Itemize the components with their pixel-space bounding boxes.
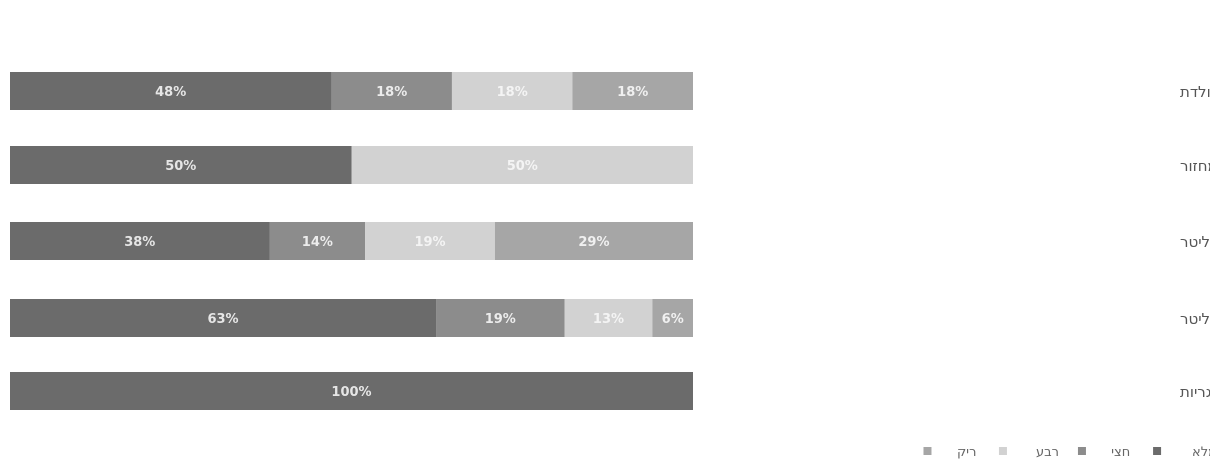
legend-label-1: מלא — [1192, 445, 1210, 460]
bar-segment-2-1 — [10, 146, 352, 184]
bar-segment-4-4 — [652, 299, 693, 337]
category-label-2: פינת מחזור — [1180, 157, 1210, 175]
data-label-4-2: 19% — [485, 312, 516, 327]
legend-swatch-2 — [1077, 447, 1086, 455]
bar-segment-2-3 — [351, 146, 693, 184]
legend-label-4: ריק — [957, 445, 976, 460]
legend-label-2: חצי — [1111, 445, 1130, 460]
bar-segment-1-3 — [451, 72, 573, 110]
bar-segment-1-4 — [572, 72, 693, 110]
data-label-4-4: 6% — [662, 312, 684, 327]
data-label-3-1: 38% — [124, 235, 155, 250]
bar-segment-5-1 — [10, 372, 693, 410]
legend-swatch-1 — [1153, 447, 1162, 455]
bar-segment-3-2 — [269, 222, 366, 260]
category-label-5: אשפתון הבוב עם פתרון לסיגריות — [1180, 383, 1210, 401]
bar-segment-4-1 — [10, 299, 437, 337]
data-label-1-3: 18% — [497, 85, 528, 100]
category-label-4: עגלת אשפה 240 ליטר — [1180, 310, 1210, 328]
data-label-3-2: 14% — [302, 235, 333, 250]
category-label-1: רשת בילוי הולדת — [1180, 83, 1210, 101]
bar-segment-1-2 — [331, 72, 452, 110]
bar-segment-3-1 — [10, 222, 270, 260]
data-label-5-1: 100% — [331, 385, 371, 400]
bar-segment-3-4 — [494, 222, 693, 260]
bar-segment-4-3 — [564, 299, 653, 337]
category-label-3: עגלת אשפה 360 ליטר — [1180, 233, 1210, 251]
data-label-3-4: 29% — [578, 235, 609, 250]
legend-swatch-4 — [923, 447, 932, 455]
data-label-1-2: 18% — [376, 85, 407, 100]
legend-swatch-3 — [998, 447, 1007, 455]
legend-label-3: רבע — [1036, 445, 1059, 460]
bar-segment-3-3 — [365, 222, 495, 260]
data-label-4-3: 13% — [593, 312, 624, 327]
data-label-1-4: 18% — [617, 85, 648, 100]
data-label-3-3: 19% — [414, 235, 445, 250]
data-label-2-3: 50% — [507, 159, 538, 174]
data-label-4-1: 63% — [207, 312, 238, 327]
bar-segment-1-1 — [10, 72, 332, 110]
bar-segment-4-2 — [436, 299, 565, 337]
data-label-1-1: 48% — [155, 85, 186, 100]
data-label-2-1: 50% — [165, 159, 196, 174]
